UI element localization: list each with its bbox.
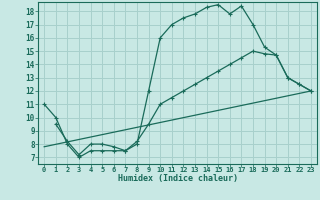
X-axis label: Humidex (Indice chaleur): Humidex (Indice chaleur) (118, 174, 238, 183)
